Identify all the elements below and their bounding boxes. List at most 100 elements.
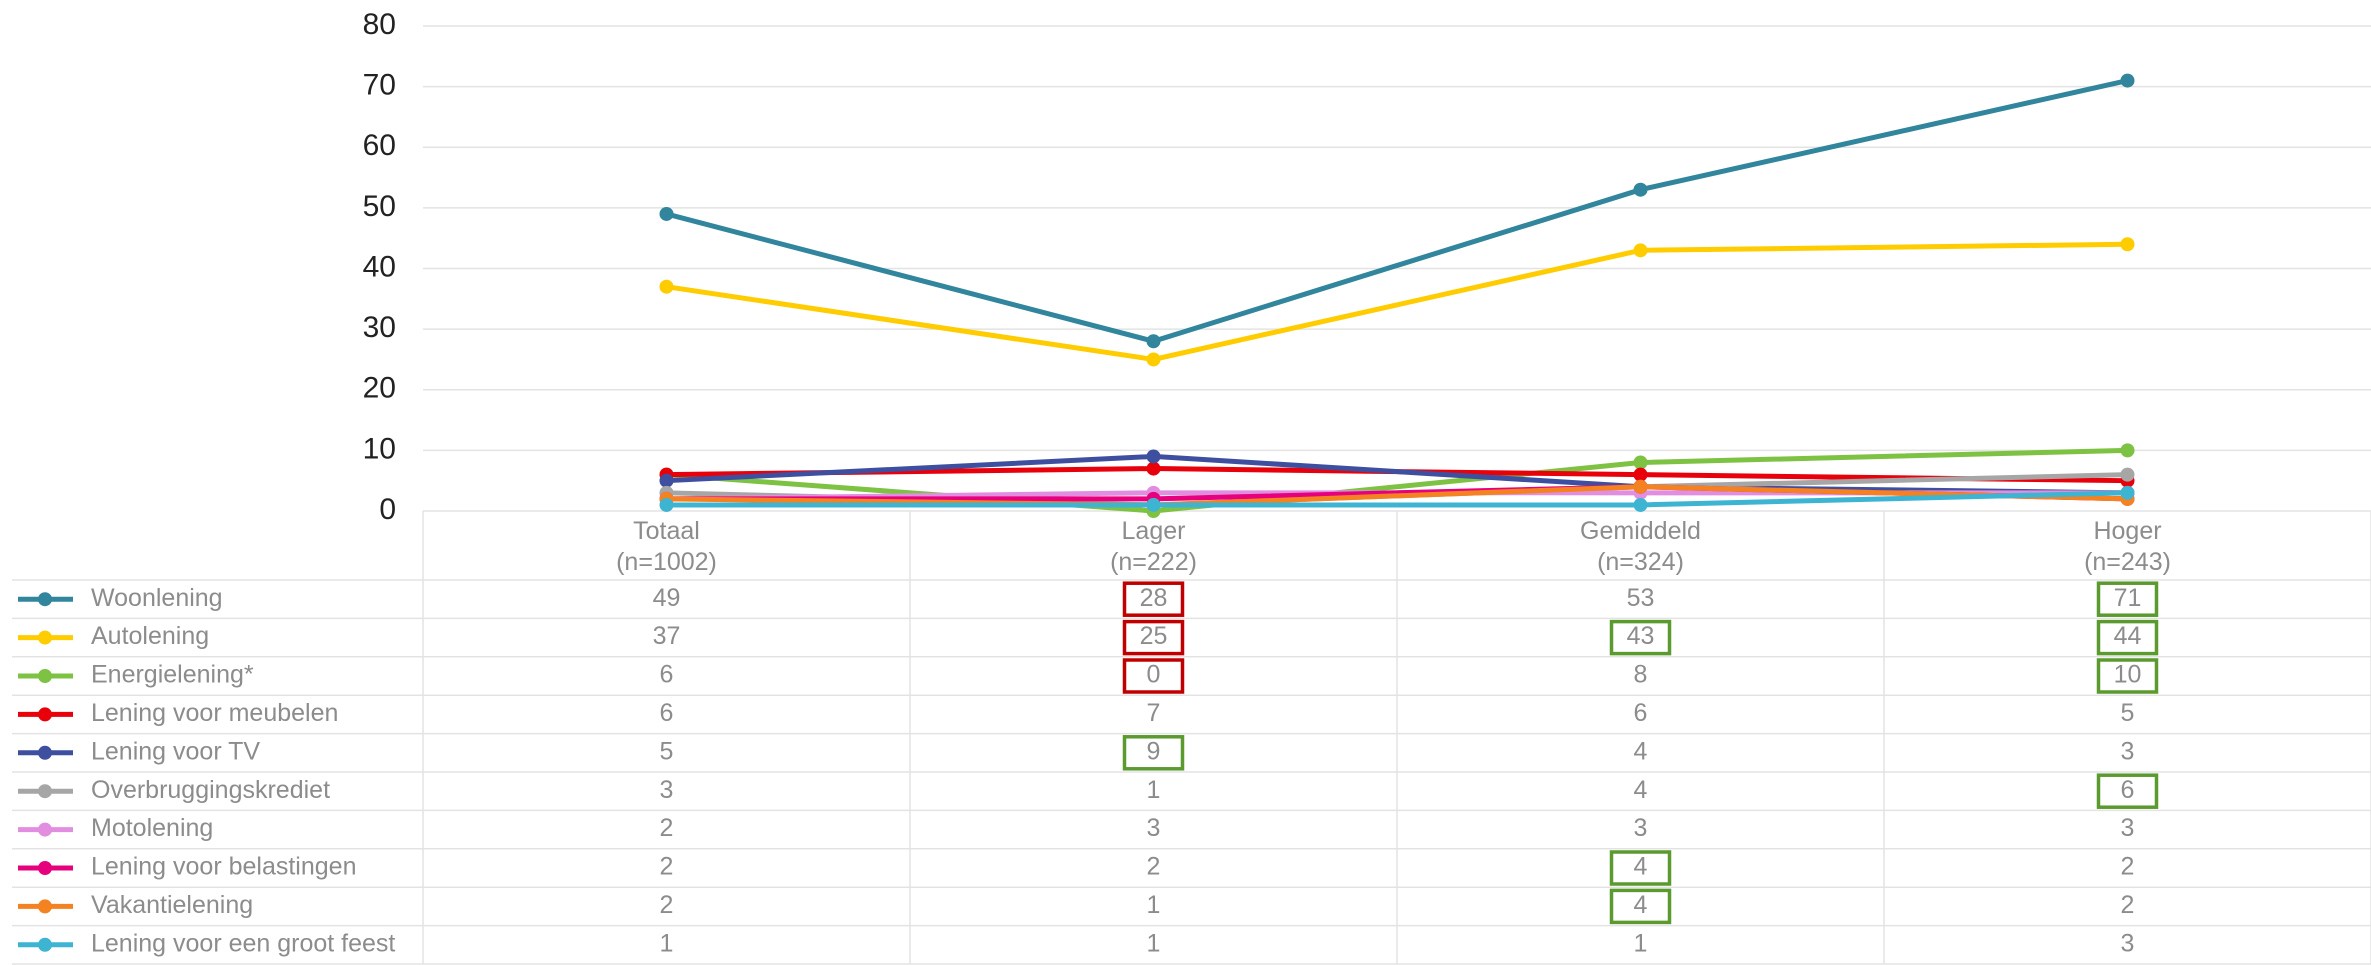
table-value: 0 <box>1147 661 1161 689</box>
legend-marker <box>38 937 52 952</box>
x-tick-label: Totaal (n=1002) <box>616 517 717 576</box>
data-point <box>2120 73 2135 88</box>
series-line <box>666 241 2128 362</box>
table-value: 3 <box>1634 814 1648 842</box>
legend-label: Energielening* <box>91 661 254 689</box>
table-value: 1 <box>660 929 674 957</box>
data-point <box>1633 455 1648 470</box>
legend-marker <box>38 669 52 683</box>
highlight-box <box>2096 773 2159 809</box>
table-value: 43 <box>1627 622 1655 650</box>
legend-label: Vakantielening <box>91 891 253 919</box>
data-point <box>659 497 674 512</box>
highlight-box <box>1609 888 1672 925</box>
series-line <box>666 453 2128 496</box>
legend-marker <box>38 822 52 837</box>
table-value: 44 <box>2114 622 2142 650</box>
legend-label: Lening voor TV <box>91 737 260 765</box>
table-value: 3 <box>2121 737 2135 765</box>
y-tick-label: 80 <box>363 8 396 41</box>
data-point <box>659 279 674 294</box>
legend-marker <box>38 592 52 607</box>
x-tick-label-line: (n=222) <box>1110 548 1197 576</box>
data-point <box>659 206 674 221</box>
legend-label: Woonlening <box>91 584 223 612</box>
table-value: 37 <box>653 622 681 650</box>
highlight-box <box>1609 619 1672 656</box>
legend-marker <box>38 630 52 645</box>
legend-label: Lening voor meubelen <box>91 699 338 727</box>
data-point <box>2120 237 2135 252</box>
x-tick-label-line: Gemiddeld <box>1580 517 1701 545</box>
highlight-box <box>2096 658 2159 694</box>
x-tick-label: Hoger (n=243) <box>2084 517 2171 576</box>
legend-marker <box>38 899 52 914</box>
data-point <box>1146 449 1161 464</box>
data-point <box>1146 461 1161 476</box>
table-value: 28 <box>1140 584 1168 612</box>
x-tick-label: Gemiddeld (n=324) <box>1580 517 1701 576</box>
data-point <box>1146 352 1161 367</box>
highlight-box <box>1122 658 1185 694</box>
legend-marker <box>38 745 52 760</box>
table-value: 9 <box>1147 737 1161 765</box>
table-value: 2 <box>2121 853 2135 881</box>
legend-label: Autolening <box>91 622 209 650</box>
y-tick-label: 60 <box>363 129 396 162</box>
y-tick-label: 0 <box>379 493 396 526</box>
table-value: 2 <box>1147 853 1161 881</box>
table-value: 6 <box>2121 776 2135 804</box>
table-value: 3 <box>660 776 674 804</box>
data-point <box>2120 467 2135 482</box>
y-tick-label: 20 <box>363 372 396 405</box>
y-tick-label: 50 <box>363 190 396 223</box>
table-value: 3 <box>1147 814 1161 842</box>
table-value: 8 <box>1634 661 1648 689</box>
data-point <box>659 473 674 488</box>
highlight-box <box>1609 850 1672 886</box>
legend-label: Overbruggingskrediet <box>91 776 330 804</box>
table-value: 2 <box>660 853 674 881</box>
table-value: 1 <box>1147 891 1161 919</box>
table-value: 5 <box>660 737 674 765</box>
table-value: 2 <box>660 891 674 919</box>
table-value: 1 <box>1634 929 1648 957</box>
data-point <box>1146 334 1161 349</box>
highlight-box <box>1122 581 1185 617</box>
table-value: 71 <box>2114 584 2142 612</box>
table-value: 1 <box>1147 776 1161 804</box>
highlight-box <box>2096 619 2159 656</box>
data-point <box>1633 479 1648 494</box>
table-value: 2 <box>2121 891 2135 919</box>
legend-label: Motolening <box>91 814 213 842</box>
x-tick-label-line: Hoger <box>2093 517 2161 545</box>
y-tick-label: 10 <box>363 432 396 465</box>
table-value: 4 <box>1634 776 1648 804</box>
table-value: 5 <box>2121 699 2135 727</box>
table-value: 3 <box>2121 929 2135 957</box>
series-line <box>666 484 2128 508</box>
legend-label: Lening voor een groot feest <box>91 929 395 957</box>
data-point <box>1633 182 1648 197</box>
data-point <box>2120 485 2135 500</box>
table-value: 6 <box>1634 699 1648 727</box>
highlight-box <box>1122 619 1185 656</box>
y-tick-label: 40 <box>363 250 396 283</box>
x-tick-label-line: (n=243) <box>2084 548 2171 576</box>
table-value: 4 <box>1634 853 1648 881</box>
table-value: 4 <box>1634 737 1648 765</box>
legend-marker <box>38 784 52 799</box>
highlight-box <box>2096 581 2159 617</box>
legend-marker <box>38 861 52 875</box>
table-value: 7 <box>1147 699 1161 727</box>
x-tick-label: Lager (n=222) <box>1110 517 1197 576</box>
table-value: 49 <box>653 584 681 612</box>
table-value: 53 <box>1627 584 1655 612</box>
table-value: 2 <box>660 814 674 842</box>
table-value: 10 <box>2114 661 2142 689</box>
table-value: 4 <box>1634 891 1648 919</box>
table-value: 3 <box>2121 814 2135 842</box>
series-line <box>666 447 2128 514</box>
x-tick-label-line: Lager <box>1122 517 1186 545</box>
